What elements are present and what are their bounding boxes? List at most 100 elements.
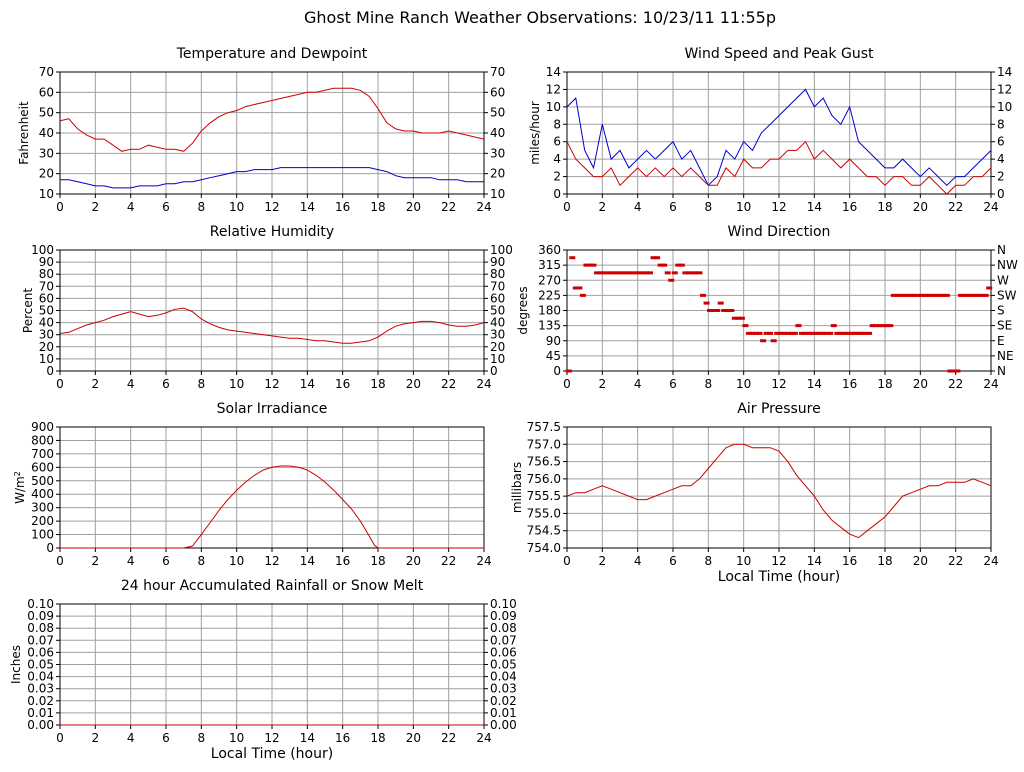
- y-tick-label-right: 60: [490, 85, 505, 99]
- y-axis-label: Fahrenheit: [17, 101, 31, 165]
- y-tick-label-right: 40: [490, 316, 505, 330]
- y-tick-label: 0.00: [27, 718, 54, 732]
- y-tick-label: 754.5: [527, 524, 561, 538]
- y-tick-label-right: 8: [997, 117, 1005, 131]
- y-tick-label: 60: [39, 291, 54, 305]
- y-tick-label-right: S: [997, 304, 1005, 318]
- y-tick-label: 0.04: [27, 670, 54, 684]
- y-tick-label-right: 14: [997, 65, 1012, 79]
- y-tick-label: 754.0: [527, 541, 561, 555]
- x-tick-label: 16: [842, 377, 857, 391]
- x-tick-label: 10: [736, 377, 751, 391]
- y-tick-label-right: 0: [997, 187, 1005, 201]
- x-tick-label: 6: [669, 377, 677, 391]
- page-title: Ghost Mine Ranch Weather Observations: 1…: [304, 8, 776, 27]
- x-tick-label: 14: [807, 554, 822, 568]
- x-tick-label: 4: [127, 200, 135, 214]
- x-tick-label: 6: [162, 377, 170, 391]
- y-tick-label: 6: [553, 135, 561, 149]
- plot-frame: [59, 249, 485, 372]
- y-tick-label-right: 0.00: [490, 718, 517, 732]
- x-tick-label: 16: [842, 554, 857, 568]
- y-tick-label-right: 70: [490, 279, 505, 293]
- x-tick-label: 14: [300, 731, 315, 745]
- y-tick-label-right: 10: [997, 100, 1012, 114]
- x-tick-label: 24: [476, 731, 491, 745]
- x-tick-label: 20: [913, 200, 928, 214]
- x-tick-label: 20: [406, 731, 421, 745]
- y-tick-label-right: 2: [997, 170, 1005, 184]
- y-tick-label-right: 6: [997, 135, 1005, 149]
- y-tick-label: 300: [31, 501, 54, 515]
- y-tick-label: 755.5: [527, 489, 561, 503]
- y-tick-label-right: 0.08: [490, 621, 517, 635]
- y-tick-label: 600: [31, 460, 54, 474]
- x-tick-label: 20: [406, 377, 421, 391]
- x-tick-label: 0: [56, 200, 64, 214]
- y-tick-label: 10: [39, 352, 54, 366]
- x-tick-label: 8: [198, 377, 206, 391]
- x-tick-label: 22: [441, 200, 456, 214]
- x-tick-label: 18: [370, 200, 385, 214]
- x-tick-label: 10: [736, 200, 751, 214]
- x-tick-label: 10: [229, 554, 244, 568]
- x-tick-label: 4: [634, 554, 642, 568]
- y-tick-label-right: 0.01: [490, 706, 517, 720]
- y-tick-label: 30: [39, 146, 54, 160]
- x-tick-label: 10: [229, 200, 244, 214]
- x-tick-label: 8: [198, 200, 206, 214]
- x-tick-label: 20: [406, 200, 421, 214]
- x-tick-label: 8: [705, 554, 713, 568]
- y-tick-label: 0.03: [27, 682, 54, 696]
- x-tick-label: 14: [300, 200, 315, 214]
- y-tick-label: 755.0: [527, 506, 561, 520]
- x-tick-label: 18: [370, 731, 385, 745]
- x-tick-label: 4: [127, 731, 135, 745]
- x-tick-label: 12: [771, 554, 786, 568]
- chart-title: Relative Humidity: [210, 224, 334, 240]
- y-axis-label: millibars: [510, 462, 524, 513]
- x-tick-label: 0: [563, 377, 571, 391]
- chart-title: 24 hour Accumulated Rainfall or Snow Mel…: [121, 578, 424, 594]
- x-tick-label: 6: [162, 200, 170, 214]
- x-tick-label: 4: [634, 200, 642, 214]
- y-tick-label: 270: [538, 273, 561, 287]
- series-line-0: [566, 88, 992, 187]
- y-tick-label: 315: [538, 258, 561, 272]
- y-tick-label-right: 30: [490, 328, 505, 342]
- x-tick-label: 10: [736, 554, 751, 568]
- y-tick-label-right: SE: [997, 319, 1012, 333]
- x-tick-label: 12: [264, 377, 279, 391]
- x-axis-label: Local Time (hour): [211, 746, 333, 762]
- y-tick-label-right: NW: [997, 258, 1018, 272]
- x-tick-label: 18: [370, 554, 385, 568]
- x-tick-label: 10: [229, 731, 244, 745]
- y-tick-label-right: 10: [490, 187, 505, 201]
- y-tick-label: 2: [553, 170, 561, 184]
- y-tick-label: 50: [39, 106, 54, 120]
- x-tick-label: 12: [264, 200, 279, 214]
- y-tick-label: 900: [31, 420, 54, 434]
- x-tick-label: 8: [705, 377, 713, 391]
- x-tick-label: 22: [948, 377, 963, 391]
- series-line-0: [60, 465, 484, 549]
- y-tick-label: 14: [546, 65, 561, 79]
- x-tick-label: 14: [300, 554, 315, 568]
- y-axis-label: miles/hour: [528, 101, 542, 165]
- y-tick-label-right: 20: [490, 167, 505, 181]
- y-tick-label-right: 100: [490, 243, 513, 257]
- chart-rain: 24 hour Accumulated Rainfall or Snow Mel…: [9, 578, 517, 762]
- x-tick-label: 18: [370, 377, 385, 391]
- x-tick-label: 2: [92, 377, 100, 391]
- y-tick-label: 90: [39, 255, 54, 269]
- x-tick-label: 12: [264, 731, 279, 745]
- x-tick-label: 16: [335, 377, 350, 391]
- y-tick-label-right: 40: [490, 126, 505, 140]
- x-tick-label: 22: [948, 554, 963, 568]
- x-tick-label: 22: [441, 731, 456, 745]
